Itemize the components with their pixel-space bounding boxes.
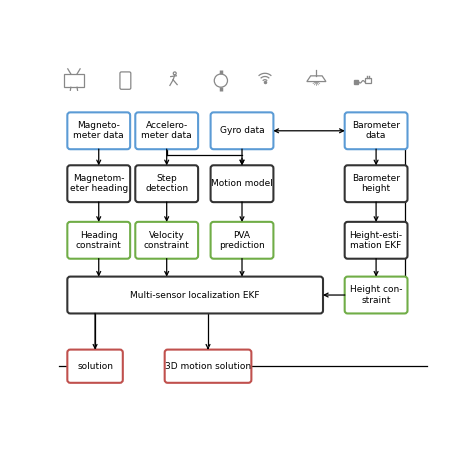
Polygon shape	[307, 76, 326, 82]
FancyBboxPatch shape	[345, 112, 408, 149]
Text: Height-esti-
mation EKF: Height-esti- mation EKF	[349, 230, 402, 250]
Text: 3D motion solution: 3D motion solution	[165, 362, 251, 371]
Text: Gyro data: Gyro data	[219, 126, 264, 135]
FancyBboxPatch shape	[67, 350, 123, 383]
FancyBboxPatch shape	[210, 222, 273, 259]
FancyBboxPatch shape	[67, 165, 130, 202]
Text: Heading
constraint: Heading constraint	[76, 230, 122, 250]
Text: Step
detection: Step detection	[145, 174, 188, 193]
FancyBboxPatch shape	[345, 165, 408, 202]
FancyBboxPatch shape	[67, 222, 130, 259]
Text: PVA
prediction: PVA prediction	[219, 230, 265, 250]
FancyBboxPatch shape	[135, 112, 198, 149]
Text: Velocity
constraint: Velocity constraint	[144, 230, 190, 250]
FancyBboxPatch shape	[67, 277, 323, 313]
Circle shape	[214, 74, 228, 87]
FancyBboxPatch shape	[345, 222, 408, 259]
FancyBboxPatch shape	[210, 112, 273, 149]
Text: solution: solution	[77, 362, 113, 371]
Text: Accelero-
meter data: Accelero- meter data	[141, 121, 192, 140]
Text: Barometer
height: Barometer height	[352, 174, 400, 193]
FancyBboxPatch shape	[210, 165, 273, 202]
FancyBboxPatch shape	[164, 350, 251, 383]
Text: Magneto-
meter data: Magneto- meter data	[73, 121, 124, 140]
Text: Magnetom-
eter heading: Magnetom- eter heading	[70, 174, 128, 193]
Circle shape	[173, 72, 176, 75]
FancyBboxPatch shape	[135, 222, 198, 259]
Text: Barometer
data: Barometer data	[352, 121, 400, 140]
FancyBboxPatch shape	[120, 72, 131, 89]
FancyBboxPatch shape	[135, 165, 198, 202]
Text: Height con-
straint: Height con- straint	[350, 285, 402, 305]
FancyBboxPatch shape	[64, 74, 84, 87]
FancyBboxPatch shape	[67, 112, 130, 149]
FancyBboxPatch shape	[365, 78, 371, 83]
Text: Multi-sensor localization EKF: Multi-sensor localization EKF	[130, 291, 260, 300]
Text: Motion model: Motion model	[211, 179, 273, 188]
FancyBboxPatch shape	[345, 277, 408, 313]
